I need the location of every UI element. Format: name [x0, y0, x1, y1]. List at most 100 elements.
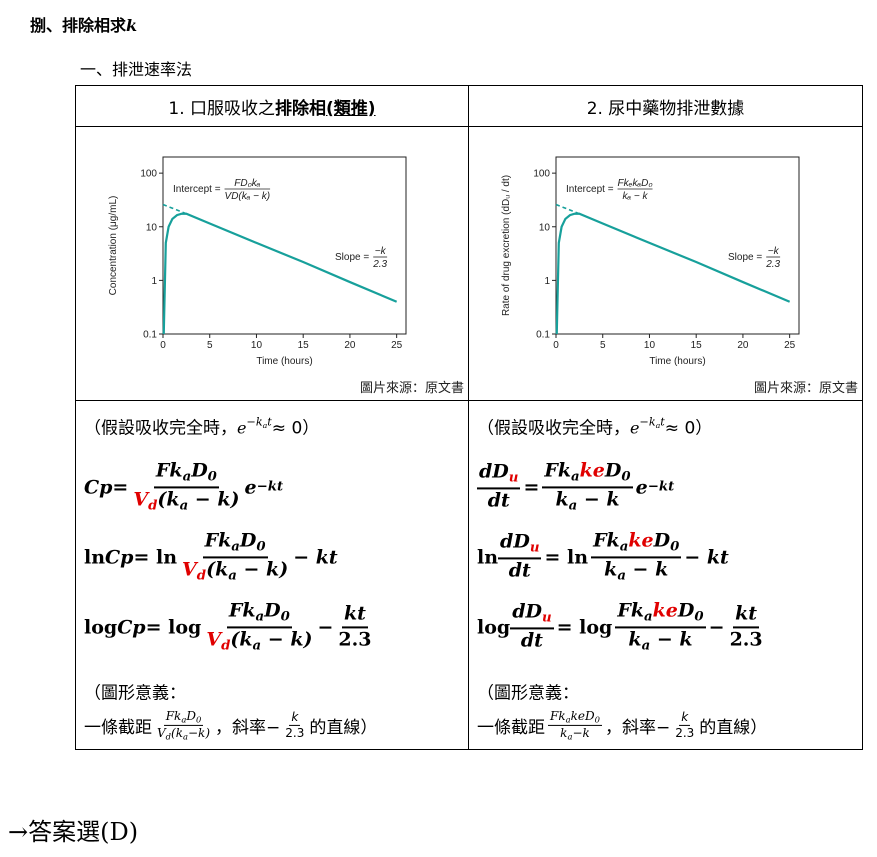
text: − k [650, 628, 693, 650]
text: Cp [117, 616, 146, 638]
text: ln [84, 546, 106, 568]
text: −kt [256, 479, 284, 495]
text: ≈ 0） [271, 418, 320, 439]
text: kt [733, 602, 760, 628]
annotation-num: FkₑkₐD₀ [618, 178, 653, 189]
text: 2.3 [729, 628, 763, 650]
text: k [604, 558, 618, 580]
text: e [635, 476, 648, 498]
text: D [677, 599, 695, 622]
text: e [237, 417, 247, 437]
y-axis-label: Concentration (μg/mL) [108, 196, 119, 296]
text: V [206, 628, 222, 650]
series-line [162, 212, 398, 335]
text: Fk [165, 708, 182, 723]
y-tick-label: 0.1 [536, 330, 550, 341]
x-tick-label: 10 [251, 340, 263, 351]
text: 0 [256, 539, 266, 555]
text: Cp [84, 476, 113, 498]
text: k [628, 628, 642, 650]
text: k [560, 725, 568, 740]
text: D [264, 599, 281, 622]
x-tick-label: 25 [391, 340, 403, 351]
text: 2. 尿中藥物排泄數據 [586, 98, 745, 119]
text: ke [652, 599, 678, 622]
text: kt [341, 602, 368, 628]
text: D [239, 529, 257, 552]
answer: →答案選(D) [8, 818, 139, 846]
text: dt [520, 629, 543, 652]
text: 0 [195, 714, 202, 725]
text: u [541, 610, 552, 626]
x-tick-label: 0 [160, 340, 166, 351]
chart: 0.1 1 10 100 0 5 10 15 20 25 Time (hours) Rate of d… [501, 156, 858, 396]
text: ，斜率− [215, 717, 281, 738]
x-axis-label: Time (hours) [649, 356, 705, 367]
text: keD [570, 708, 595, 723]
text: 一條截距 [477, 717, 545, 738]
text: d [221, 637, 231, 653]
text: − k) [236, 558, 289, 580]
text: dt [487, 489, 510, 512]
x-tick-label: 5 [207, 340, 213, 351]
text: a [617, 567, 626, 583]
text: Cp [105, 546, 134, 568]
y-tick-label: 10 [146, 222, 158, 233]
text: − k [625, 558, 669, 580]
text: e [244, 476, 257, 498]
text: 2.3 [285, 725, 305, 740]
plot-frame [162, 156, 407, 335]
x-axis-label: Time (hours) [256, 356, 312, 367]
text: a [641, 637, 651, 653]
text: a [255, 609, 265, 625]
text: a [181, 714, 187, 725]
text: − [708, 616, 725, 638]
text: − k [577, 488, 620, 510]
text: V [182, 558, 197, 580]
text: − kt [684, 546, 729, 568]
x-tick-label: 20 [737, 340, 749, 351]
text: D [191, 459, 208, 482]
annotation-den: 2.3 [372, 259, 387, 270]
header-cell: 2. 尿中藥物排泄數據 [468, 85, 863, 127]
text: a [565, 714, 571, 725]
text: a [571, 469, 580, 485]
annotation-num: −k [768, 246, 780, 257]
text: u [529, 540, 540, 556]
annotation-den: kₐ − k [623, 191, 649, 202]
chart: 0.1 1 10 100 0 5 10 15 20 25 Time (hours) Concentra… [108, 156, 464, 396]
text: = [523, 476, 540, 498]
text: 0 [670, 539, 680, 555]
text: dt [508, 559, 531, 582]
text: a [262, 420, 268, 430]
x-tick-label: 15 [298, 340, 310, 351]
text: (k [230, 628, 253, 650]
text: − k) [261, 628, 313, 650]
text: k [126, 16, 138, 35]
text: 一條截距 [84, 717, 152, 738]
x-tick-label: 10 [644, 340, 656, 351]
subheading: 一、排泄速率法 [80, 60, 193, 79]
text: = log [556, 616, 613, 638]
text: 0 [594, 714, 600, 725]
text: (k [206, 558, 229, 580]
header-cell: 1. 口服吸收之 排除相 (類推) [75, 85, 469, 127]
text: V [133, 488, 149, 510]
text: V [157, 725, 166, 740]
text: log [477, 616, 511, 638]
series-line [555, 212, 791, 335]
annotation-num: FD₀kₐ [234, 178, 261, 189]
text: Fk [550, 708, 566, 723]
text: a [252, 637, 262, 653]
text: a [183, 731, 188, 742]
text: Fk [617, 599, 644, 622]
text: (類推) [326, 98, 376, 119]
text: − k) [188, 488, 240, 510]
text: 的直線） [309, 717, 378, 738]
text: 2.3 [675, 725, 695, 740]
text: （假設吸收完全時， [84, 418, 237, 439]
y-axis-label: Rate of drug excretion (dDᵤ / dt) [501, 175, 512, 316]
text: ，斜率− [604, 717, 671, 738]
text: u [508, 470, 519, 486]
x-tick-label: 5 [600, 340, 606, 351]
